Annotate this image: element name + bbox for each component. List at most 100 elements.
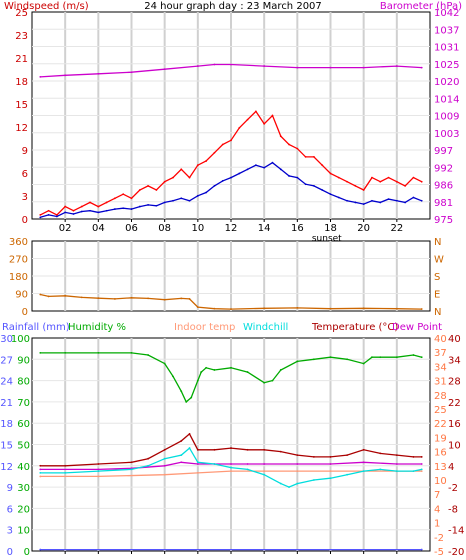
wind-y-tick-label-0: 0 [22,215,28,226]
temp-y-tick-label-a-7: 16 [434,448,447,459]
wind-panel-xtick-label-6: 14 [258,223,271,234]
temp-series-4-point-20 [395,454,398,457]
wind-series-1-point-39 [362,189,365,191]
wind-series-1-point-14 [155,189,158,191]
wind-series-2-point-20 [205,191,208,194]
direction-y-tick-label-3: 270 [9,255,28,266]
temp-series-5-point-0 [39,548,42,551]
temp-y-tick-label-a-12: 31 [434,377,447,388]
humidity-y-tick-label-6: 60 [17,419,30,430]
direction-series-0-point-13 [230,308,232,310]
temp-series-0-point-7 [180,390,183,393]
wind-series-1-point-7 [97,205,100,208]
temp-y-tick-label-b-6: 16 [448,419,461,430]
temp-series-3-point-0 [39,472,42,474]
humidity-y-tick-label-0: 0 [24,547,30,556]
wind-panel-xtick-label-2: 06 [125,223,138,234]
wind-series-1-point-22 [221,143,224,146]
temp-series-2-point-8 [246,463,249,465]
wind-series-1-point-0 [39,213,42,216]
wind-series-0-point-12 [395,65,398,67]
temp-series-4-point-1 [64,464,67,467]
wind-panel-xtick-label-9: 20 [357,223,370,234]
wind-series-0-point-8 [263,65,266,67]
temp-y-tick-label-b-4: 4 [448,462,454,473]
wind-series-2-point-19 [196,194,199,197]
barometer-y-tick-label-3: 992 [434,163,453,174]
wind-series-0 [40,63,422,78]
temp-series-4-point-14 [296,454,299,457]
temp-series-4-point-9 [213,448,216,451]
wind-panel-xtick-label-5: 12 [225,223,238,234]
wind-y-tick-label-2: 6 [22,169,28,180]
barometer-y-tick-label-9: 1025 [434,60,459,71]
temp-series-2-point-5 [196,463,199,465]
temp-y-tick-label-a-9: 22 [434,419,447,430]
wind-series-2-point-23 [230,176,232,179]
barometer-y-tick-label-12: 1042 [434,8,459,19]
wind-series-1-point-30 [288,143,290,146]
barometer-y-tick-label-1: 981 [434,198,453,209]
wind-series-2-point-35 [329,193,332,196]
temp-series-0-point-3 [130,352,133,354]
wind-series-1-point-21 [213,151,216,154]
direction-series-0-point-5 [114,298,116,300]
temp-y-tick-label-a-2: 1 [434,519,440,530]
temp-series-3-point-17 [329,477,332,480]
wind-series-1-point-44 [404,184,407,187]
rain-y-tick-label-7: 21 [0,398,13,409]
temp-series-0-point-6 [172,375,174,378]
wind-series-0-point-4 [163,68,166,71]
rain-y-tick-label-8: 24 [0,377,13,388]
wind-y-tick-label-8: 23 [15,31,28,42]
temp-series-3-point-20 [379,468,382,471]
wind-series-2-point-1 [47,213,50,216]
temp-legend-item-5: Dew Point [392,322,442,333]
temp-series-2-point-1 [97,468,100,471]
wind-series-2-point-29 [279,168,282,171]
temp-series-3-point-7 [188,447,191,449]
wind-series-1-point-13 [147,184,149,187]
temp-series-0-point-16 [263,381,266,384]
wind-y-tick-label-9: 25 [15,8,28,19]
temp-series-0-point-10 [196,379,199,382]
temp-y-tick-label-b-5: 10 [448,441,461,452]
temp-series-0-point-25 [379,356,382,359]
wind-series-1-point-36 [337,176,340,179]
direction-y-tick-label-0: 0 [22,307,28,318]
barometer-y-tick-label-7: 1014 [434,94,459,105]
temp-y-tick-label-a-6: 13 [434,462,447,473]
wind-series-1-point-46 [420,180,423,183]
direction-series-0 [40,293,422,310]
temp-series-0-point-19 [296,360,299,363]
wind-series-2-point-15 [163,201,166,204]
temp-series-1-point-6 [296,470,299,473]
wind-series-1-point-8 [105,201,108,204]
wind-series-1-point-17 [180,168,183,171]
temp-y-tick-label-a-13: 34 [434,362,447,373]
wind-series-2-point-2 [55,215,58,218]
wind-y-tick-label-6: 18 [15,77,28,88]
direction-series-0-point-14 [263,307,266,310]
temp-series-0-point-4 [147,354,149,356]
temp-series-2-point-4 [180,461,183,464]
temp-series-4-point-7 [188,432,191,435]
temp-series-0-point-1 [64,352,67,354]
temp-series-0-point-23 [362,362,365,365]
temp-series-4-point-15 [313,456,315,458]
wind-series-2-point-16 [172,199,174,202]
wind-series-1-point-26 [254,110,257,113]
rain-y-tick-label-5: 15 [0,441,13,452]
wind-series-1-point-40 [371,176,373,179]
temp-series-3-point-22 [412,470,415,473]
wind-series-1-point-31 [296,147,299,150]
direction-series-0-point-19 [420,308,423,310]
temp-series-3-point-13 [279,482,282,485]
temp-series-3-point-10 [230,466,232,469]
wind-series-1-point-12 [138,189,141,191]
wind-series-1-point-37 [346,180,348,183]
temp-series-2-point-9 [263,463,266,465]
temp-series-2-point-10 [296,463,299,465]
temp-legend-item-3: Windchill [243,322,288,333]
humidity-y-tick-label-2: 20 [17,504,30,515]
